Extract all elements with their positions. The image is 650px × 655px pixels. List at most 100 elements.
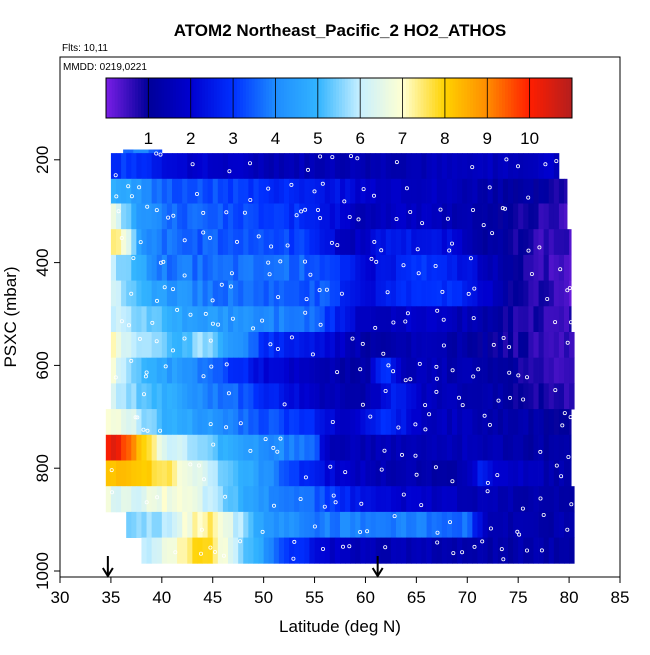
heatmap-cell (452, 486, 458, 513)
heatmap-cell (426, 280, 433, 307)
heatmap-cell (502, 203, 509, 230)
colorbar-segment (135, 78, 139, 118)
heatmap-cell (238, 511, 244, 538)
heatmap-cell (436, 229, 443, 256)
heatmap-cell (492, 153, 499, 180)
heatmap-cell (355, 460, 361, 487)
heatmap-cell (401, 254, 407, 281)
observation-point (190, 162, 195, 167)
heatmap-cell (513, 434, 519, 461)
heatmap-cell (345, 280, 351, 307)
heatmap-cell (502, 409, 509, 436)
heatmap-cell (564, 306, 570, 333)
heatmap-cell (202, 203, 209, 230)
observation-point (162, 285, 167, 290)
heatmap-cell (146, 331, 153, 359)
heatmap-cell (533, 178, 539, 205)
heatmap-cell (558, 203, 565, 230)
heatmap-cell (482, 153, 489, 180)
heatmap-cell (248, 203, 254, 230)
heatmap-cell (406, 153, 412, 180)
heatmap-cell (263, 511, 270, 538)
heatmap-cell (513, 486, 519, 513)
observation-point (129, 358, 134, 363)
heatmap-cell (502, 357, 509, 384)
observation-point (434, 376, 439, 381)
observation-point (405, 311, 410, 316)
heatmap-cell (513, 331, 519, 359)
colorbar-segment (248, 78, 253, 118)
heatmap-cell (116, 357, 122, 384)
heatmap-cell (426, 229, 433, 256)
heatmap-cell (161, 306, 168, 333)
heatmap-cell (365, 511, 371, 538)
heatmap-cell (360, 383, 366, 410)
heatmap-cell (273, 486, 280, 513)
observation-point (394, 216, 399, 221)
heatmap-cell (533, 383, 539, 410)
heatmap-cell (411, 280, 417, 307)
heatmap-cell (187, 280, 193, 307)
heatmap-cell (243, 178, 249, 205)
heatmap-cell (492, 178, 499, 205)
colorbar-segment (143, 78, 148, 118)
observation-point (374, 259, 379, 264)
heatmap-cell (564, 511, 570, 538)
heatmap-cell (533, 434, 539, 461)
heatmap-cell (202, 331, 209, 359)
heatmap-cell (233, 409, 239, 436)
heatmap-cell (492, 254, 499, 281)
heatmap-cell (355, 331, 361, 359)
observation-point (435, 530, 440, 535)
heatmap-cell (564, 357, 570, 384)
heatmap-cell (426, 434, 433, 461)
heatmap-cell (528, 537, 534, 564)
heatmap-cell (543, 280, 550, 307)
heatmap-cell (411, 229, 417, 256)
colorbar-segment (336, 78, 340, 118)
heatmap-cell (207, 357, 214, 384)
colorbar-segment (379, 78, 384, 118)
observation-point (224, 210, 229, 215)
heatmap-cell (126, 460, 132, 487)
colorbar-segment (333, 78, 337, 118)
heatmap-cell (268, 357, 275, 384)
heatmap-cell (309, 511, 315, 538)
heatmap-cell (121, 383, 127, 410)
heatmap-cell (217, 460, 224, 487)
observation-point (440, 289, 445, 294)
heatmap-cell (462, 254, 468, 281)
observation-point (158, 428, 163, 433)
heatmap-cell (222, 511, 229, 538)
heatmap-cell (436, 306, 443, 333)
heatmap-cell (543, 409, 550, 436)
observation-point (278, 259, 283, 264)
heatmap-cell (492, 511, 499, 538)
observation-point (182, 336, 187, 341)
heatmap-cell (436, 178, 443, 205)
observation-point (175, 307, 180, 312)
heatmap-cell (472, 511, 478, 538)
heatmap-cell (345, 434, 351, 461)
observation-point (499, 547, 504, 552)
heatmap-cell (421, 203, 427, 230)
heatmap-cell (375, 280, 382, 307)
heatmap-cell (233, 153, 239, 180)
heatmap-cell (380, 460, 387, 487)
heatmap-cell (401, 434, 407, 461)
heatmap-cell (446, 229, 453, 256)
heatmap-cell (304, 203, 310, 230)
heatmap-cell (110, 460, 117, 487)
heatmap-cell (558, 434, 565, 461)
observation-point (553, 388, 558, 393)
colorbar-segment (534, 78, 538, 118)
heatmap-cell (548, 306, 555, 333)
heatmap-cell (334, 254, 341, 281)
colorbar-segment (167, 78, 171, 118)
heatmap-cell (421, 254, 427, 281)
colorbar-segment (298, 78, 302, 118)
heatmap-cell (553, 537, 560, 564)
heatmap-cell (329, 254, 336, 281)
heatmap-cell (233, 306, 239, 333)
heatmap-cell (401, 280, 407, 307)
